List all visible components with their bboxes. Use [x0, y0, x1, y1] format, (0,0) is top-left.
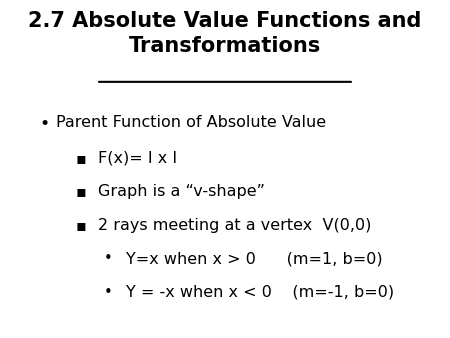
Text: •: • [104, 285, 113, 300]
Text: 2.7 Absolute Value Functions and
Transformations: 2.7 Absolute Value Functions and Transfo… [28, 11, 422, 56]
Text: •: • [40, 115, 50, 134]
Text: ▪: ▪ [76, 150, 87, 166]
Text: Y=x when x > 0      (m=1, b=0): Y=x when x > 0 (m=1, b=0) [126, 251, 383, 266]
Text: Y = -x when x < 0    (m=-1, b=0): Y = -x when x < 0 (m=-1, b=0) [126, 285, 395, 300]
Text: 2 rays meeting at a vertex  V(0,0): 2 rays meeting at a vertex V(0,0) [98, 218, 372, 233]
Text: F(x)= I x I: F(x)= I x I [98, 150, 177, 166]
Text: Parent Function of Absolute Value: Parent Function of Absolute Value [56, 115, 326, 130]
Text: ▪: ▪ [76, 184, 87, 199]
Text: •: • [104, 251, 113, 266]
Text: ▪: ▪ [76, 218, 87, 233]
Text: Graph is a “v-shape”: Graph is a “v-shape” [98, 184, 265, 199]
